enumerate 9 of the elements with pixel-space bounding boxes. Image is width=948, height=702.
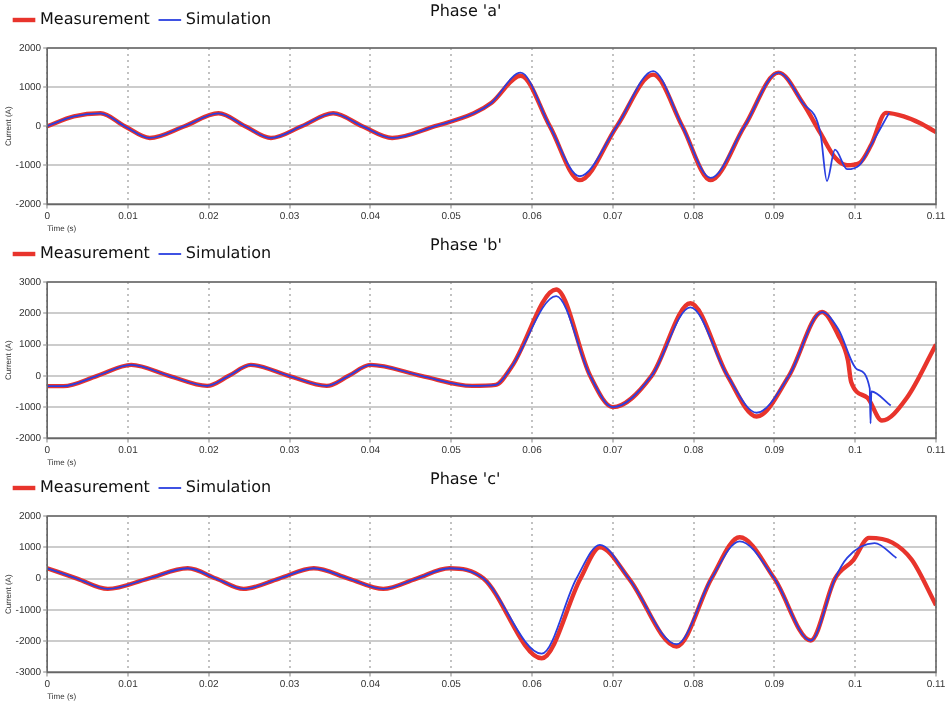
- legend-label: Measurement: [40, 478, 150, 497]
- legend-label: Simulation: [185, 10, 272, 29]
- legend-label: Measurement: [40, 10, 150, 29]
- legend-label: Simulation: [185, 478, 272, 497]
- chart-title: Phase 'b': [430, 236, 502, 254]
- legend-label: Simulation: [185, 244, 272, 263]
- chart-title: Phase 'a': [430, 2, 502, 20]
- chart-title: Phase 'c': [430, 470, 501, 488]
- legend-label: Measurement: [40, 244, 150, 263]
